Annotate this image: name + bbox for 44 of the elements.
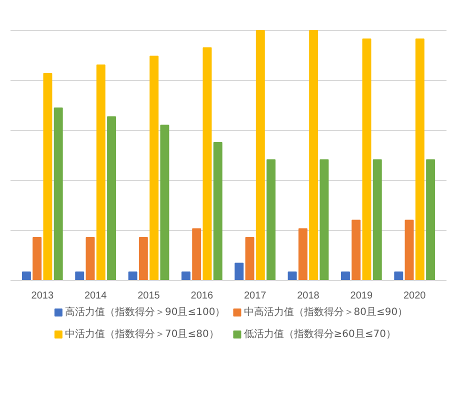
legend-label: 低活力值（指数得分≥60且≤70） [244,328,396,340]
bar [340,272,350,280]
bar [266,159,276,280]
x-tick-label: 2018 [297,290,320,302]
x-tick-label: 2019 [350,290,373,302]
bar [32,237,42,280]
x-tick-label: 2013 [31,290,54,302]
bar [54,108,63,280]
bar [22,272,31,280]
bar [298,228,308,280]
bar [213,142,222,280]
x-tick-label: 2014 [84,290,108,302]
bar [234,262,244,280]
bar [394,272,404,280]
bar [75,272,84,280]
bar [150,56,159,280]
bar [128,272,138,280]
bar [415,38,424,280]
bar [160,124,170,280]
bar [288,272,297,280]
bar [404,220,414,280]
bar [43,73,52,280]
bar [245,237,254,280]
bar [181,272,190,280]
x-tick-label: 2020 [403,290,426,302]
bar [138,237,148,280]
bar [86,237,95,280]
bar [352,220,361,280]
bar [309,30,318,280]
bar [372,159,382,280]
legend-label: 高活力值（指数得分＞90且≤100） [65,306,226,318]
x-tick-label: 2017 [244,290,267,302]
x-tick-label: 2016 [190,290,214,302]
bar [256,30,265,280]
legend-label: 中活力值（指数得分＞70且≤80） [65,328,219,340]
bar [362,38,372,280]
bar [320,159,329,280]
bar [202,47,212,280]
bar [96,64,106,280]
bar [192,228,202,280]
legend-label: 中高活力值（指数得分＞80且≤90） [244,306,408,318]
x-tick-label: 2015 [138,290,160,302]
bar [426,159,436,280]
bar [107,116,116,280]
